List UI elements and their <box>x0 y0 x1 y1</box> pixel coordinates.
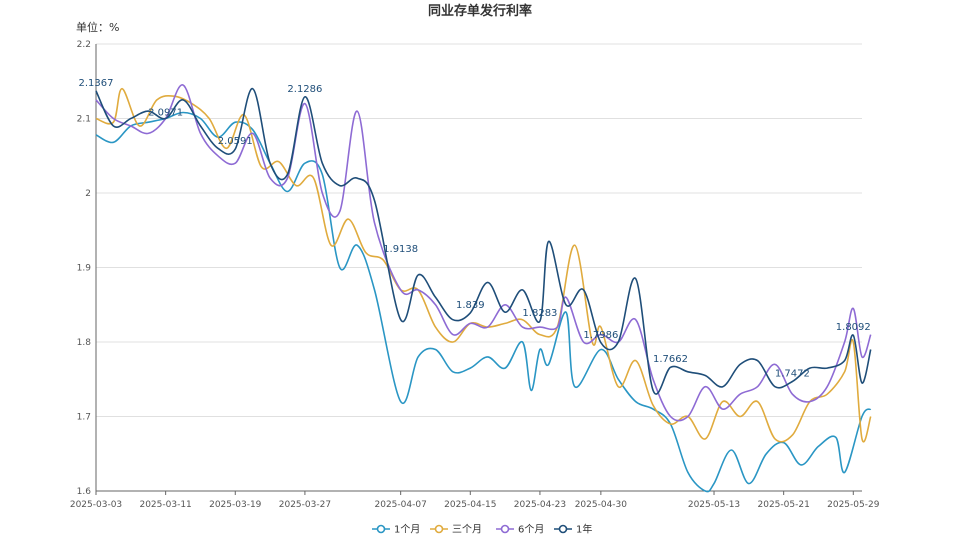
y-tick-label: 2 <box>85 189 91 199</box>
unit-label: 单位：% <box>76 20 119 34</box>
x-tick-label: 2025-04-07 <box>375 500 427 510</box>
data-label: 1.7986 <box>583 330 618 341</box>
series-line-3 <box>95 84 872 422</box>
legend-marker-icon <box>558 524 568 534</box>
legend-item-3[interactable]: 6个月 <box>496 524 544 536</box>
legend-item-1[interactable]: 1个月 <box>372 524 420 536</box>
data-label: 1.8283 <box>522 308 557 319</box>
data-label: 1.7472 <box>775 368 810 379</box>
y-tick-label: 1.9 <box>77 264 92 274</box>
legend-item-2[interactable]: 三个月 <box>430 524 482 536</box>
y-tick-label: 1.7 <box>77 413 91 423</box>
data-label: 2.0591 <box>218 136 253 147</box>
legend-marker-icon <box>500 524 510 534</box>
y-tick-label: 2.1 <box>77 115 91 125</box>
y-tick-label: 2.2 <box>77 40 91 50</box>
series-layer <box>95 84 872 493</box>
axis-layer: 1.6 1.7 1.8 1.9 2 2.1 2.2 2025-03-03 2025-03-11 2… <box>70 40 880 510</box>
data-label: 2.1367 <box>79 78 114 89</box>
legend-label: 三个月 <box>452 524 482 536</box>
y-tick-label: 1.8 <box>77 338 92 348</box>
x-tick-label: 2025-05-29 <box>827 500 880 510</box>
series-line-1 <box>95 111 872 493</box>
legend-marker-icon <box>434 524 444 534</box>
legend: 1个月 三个月 6个月 1年 <box>372 523 592 536</box>
legend-label: 6个月 <box>518 524 544 536</box>
data-label: 1.7662 <box>653 354 688 365</box>
legend-marker-icon <box>376 524 386 534</box>
data-label-layer: 2.1367 2.0971 2.0591 2.1286 1.9138 1.839 1.828… <box>79 78 871 379</box>
data-label: 1.839 <box>456 300 485 311</box>
legend-label: 1年 <box>576 523 592 536</box>
data-label: 2.1286 <box>287 84 322 95</box>
x-tick-label: 2025-04-23 <box>514 500 566 510</box>
data-label: 2.0971 <box>148 108 183 119</box>
x-tick-label: 2025-05-13 <box>688 500 740 510</box>
x-tick-label: 2025-04-15 <box>444 500 496 510</box>
series-line-2 <box>95 87 872 443</box>
chart-title: 同业存单发行利率 <box>428 3 532 19</box>
legend-label: 1个月 <box>394 524 420 536</box>
data-label: 1.8092 <box>836 322 871 333</box>
data-label: 1.9138 <box>383 244 418 255</box>
x-tick-label: 2025-03-19 <box>209 500 262 510</box>
y-tick-label: 1.6 <box>77 487 92 497</box>
series-line-4 <box>95 87 872 395</box>
x-tick-label: 2025-03-03 <box>70 500 122 510</box>
legend-item-4[interactable]: 1年 <box>554 523 592 536</box>
x-tick-label: 2025-03-11 <box>139 500 191 510</box>
grid-layer <box>96 43 862 492</box>
x-tick-label: 2025-03-27 <box>279 500 331 510</box>
x-tick-label: 2025-05-21 <box>758 500 810 510</box>
x-tick-label: 2025-04-30 <box>575 500 628 510</box>
